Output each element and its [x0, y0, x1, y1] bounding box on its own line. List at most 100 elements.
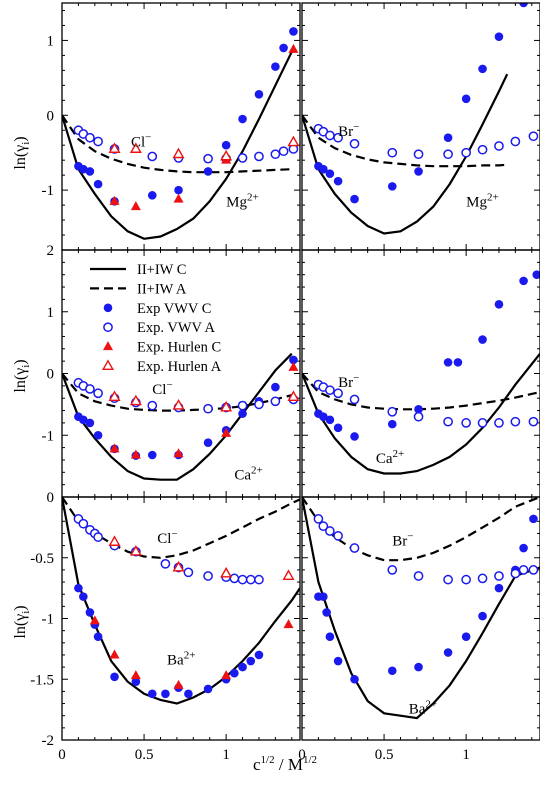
- data-point-filled-triangle: [130, 449, 141, 459]
- y-axis-label-bottom: ln(γi): [12, 605, 32, 638]
- data-point-open-circle: [237, 153, 248, 163]
- legend-item: Exp. VWV A: [103, 320, 216, 336]
- series-line-solid: [62, 51, 293, 240]
- series-line-solid: [302, 353, 540, 475]
- data-point-open-circle: [203, 153, 213, 164]
- data-point-filled-circle: [532, 270, 540, 279]
- legend-swatch-filled-circle: [103, 303, 113, 313]
- cation-label-base: Ba: [409, 701, 426, 717]
- data-point-filled-circle: [325, 169, 335, 178]
- data-point-filled-triangle: [221, 427, 232, 437]
- data-point-filled-circle: [461, 632, 471, 642]
- data-point-open-circle: [333, 531, 343, 541]
- data-point-open-circle: [528, 131, 539, 142]
- legend-item: II+IW A: [90, 281, 187, 297]
- data-point-filled-circle: [230, 668, 239, 678]
- x-tick-label: 0: [58, 747, 66, 763]
- data-point-filled-circle: [333, 176, 343, 186]
- data-point-filled-circle: [519, 276, 528, 286]
- data-point-open-triangle: [108, 142, 121, 153]
- data-point-open-circle: [333, 388, 343, 399]
- data-point-open-circle: [349, 138, 360, 149]
- data-point-open-circle: [147, 400, 158, 411]
- data-point-open-circle: [477, 573, 488, 584]
- data-point-filled-circle: [174, 185, 183, 195]
- data-point-filled-circle: [184, 689, 193, 699]
- legend-label: Exp. Hurlen C: [137, 340, 221, 356]
- anion-label-charge: −: [353, 121, 359, 133]
- data-point-filled-circle: [203, 684, 213, 694]
- anion-label-base: Br: [338, 124, 353, 140]
- data-point-filled-circle: [494, 32, 504, 41]
- data-point-filled-triangle: [173, 448, 184, 458]
- data-point-filled-circle: [322, 608, 331, 617]
- anion-label-charge: −: [407, 531, 413, 543]
- anion-label-charge: −: [353, 372, 359, 384]
- data-point-filled-circle: [203, 438, 213, 447]
- data-point-open-circle: [237, 574, 248, 585]
- data-point-open-circle: [349, 543, 360, 553]
- data-point-filled-circle: [333, 423, 343, 433]
- data-point-open-circle: [85, 384, 95, 394]
- anion-label-base: Cl: [157, 531, 171, 547]
- data-point-open-circle: [78, 518, 89, 529]
- y-tick-label: -1: [42, 183, 55, 199]
- data-point-open-circle: [325, 130, 335, 141]
- cation-label: Ca2+: [376, 448, 404, 467]
- data-point-open-circle: [477, 144, 488, 155]
- data-point-filled-circle: [289, 355, 298, 365]
- data-point-open-circle: [245, 574, 256, 585]
- y-tick-label: 0: [47, 490, 55, 506]
- series-line-dashed: [302, 372, 540, 411]
- data-point-filled-triangle: [89, 615, 100, 625]
- data-point-open-circle: [237, 400, 248, 411]
- panel-ca-cl: -1 0 1 2 Cl− Ca2+: [42, 243, 301, 498]
- data-point-filled-circle: [461, 94, 471, 104]
- legend-swatch-filled-triangle: [103, 341, 113, 351]
- panel-mg-cl: -1 0 1 Cl− Mg2+: [42, 2, 301, 251]
- x-tick-label: 1: [462, 747, 470, 763]
- panel-data-ca-br: [302, 270, 540, 475]
- panel-data-mg-br: [302, 3, 539, 235]
- data-point-filled-circle: [319, 164, 328, 174]
- anion-label: Br−: [392, 531, 413, 550]
- data-point-open-triangle: [172, 560, 185, 572]
- legend-swatch-open-triangle: [102, 359, 114, 370]
- data-point-filled-circle: [161, 689, 170, 699]
- series-line-solid: [302, 73, 509, 235]
- data-point-open-triangle: [129, 142, 142, 153]
- cation-label-charge: 2+: [247, 192, 259, 204]
- y-tick-label: -0.5: [30, 551, 54, 567]
- data-point-filled-circle: [350, 674, 359, 684]
- data-point-filled-circle: [271, 382, 280, 392]
- data-point-filled-circle: [147, 689, 157, 699]
- data-point-open-circle: [518, 565, 529, 575]
- y-tick-label: -2: [42, 733, 55, 749]
- data-point-filled-circle: [147, 191, 157, 200]
- panels: -101Cl−Mg2+Br−Mg2+-1012Cl−Ca2+Br−Ca2+-2-…: [30, 2, 540, 763]
- data-point-filled-circle: [238, 662, 247, 672]
- data-point-open-circle: [461, 574, 471, 585]
- panel-data-ca-cl: [62, 352, 300, 481]
- data-point-filled-circle: [325, 415, 335, 425]
- data-point-open-triangle: [172, 398, 185, 410]
- data-point-filled-circle: [478, 335, 487, 344]
- anion-label-base: Cl: [152, 382, 166, 398]
- data-point-open-triangle: [282, 569, 295, 580]
- data-point-filled-circle: [246, 656, 256, 666]
- data-point-filled-circle: [238, 409, 247, 418]
- x-tick-label: 0: [298, 747, 306, 763]
- data-point-filled-circle: [325, 632, 335, 642]
- data-point-filled-circle: [79, 592, 88, 601]
- cation-label: Ca2+: [234, 465, 262, 484]
- cation-label: Mg2+: [226, 192, 259, 211]
- cation-label-base: Ba: [167, 653, 184, 669]
- data-point-filled-circle: [529, 514, 538, 524]
- data-point-filled-circle: [319, 412, 328, 422]
- y-axis-label-top: ln(γi): [12, 136, 32, 169]
- cation-label: Ba2+: [167, 650, 195, 669]
- data-point-filled-circle: [203, 167, 213, 176]
- anion-label: Cl−: [157, 528, 177, 547]
- anion-label: Cl−: [131, 132, 151, 151]
